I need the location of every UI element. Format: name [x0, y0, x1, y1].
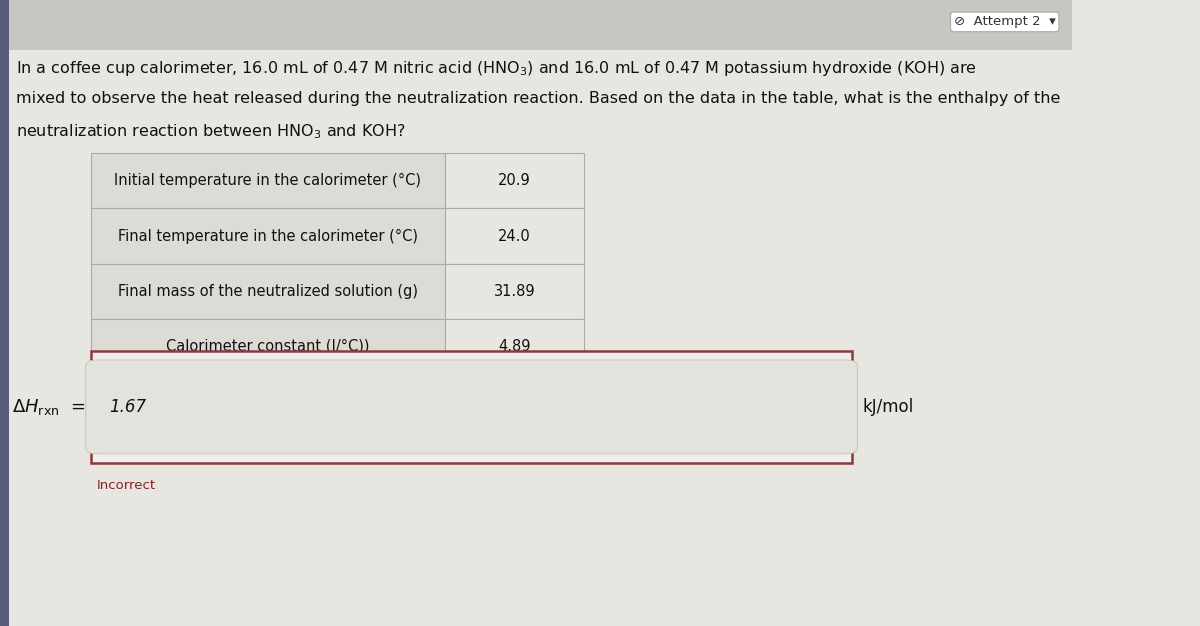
Bar [91, 208, 445, 264]
Text: 20.9: 20.9 [498, 173, 530, 188]
Bar [91, 319, 445, 374]
Bar [91, 153, 445, 208]
Text: $\Delta H_{\rm rxn}$  =: $\Delta H_{\rm rxn}$ = [12, 397, 85, 417]
Bar [445, 153, 584, 208]
FancyBboxPatch shape [91, 351, 852, 463]
Text: Final temperature in the calorimeter (°C): Final temperature in the calorimeter (°C… [118, 228, 418, 244]
Text: Incorrect: Incorrect [96, 479, 156, 492]
Text: Calorimeter constant (J/°C)): Calorimeter constant (J/°C)) [166, 339, 370, 354]
Text: In a coffee cup calorimeter, 16.0 mL of 0.47 M nitric acid (HNO$_3$) and 16.0 mL: In a coffee cup calorimeter, 16.0 mL of … [16, 59, 977, 78]
Bar [0, 0, 1072, 50]
Bar [445, 319, 584, 374]
Text: 24.0: 24.0 [498, 228, 530, 244]
Bar [445, 264, 584, 319]
Text: kJ/mol: kJ/mol [863, 398, 914, 416]
Bar [445, 208, 584, 264]
Text: 1.67: 1.67 [109, 398, 146, 416]
Text: Final mass of the neutralized solution (g): Final mass of the neutralized solution (… [118, 284, 418, 299]
Bar [0, 0, 8, 626]
Text: Initial temperature in the calorimeter (°C): Initial temperature in the calorimeter (… [114, 173, 421, 188]
Text: 31.89: 31.89 [493, 284, 535, 299]
Text: ⊘  Attempt 2  ▾: ⊘ Attempt 2 ▾ [954, 16, 1056, 28]
Text: 4.89: 4.89 [498, 339, 530, 354]
Bar [91, 264, 445, 319]
FancyBboxPatch shape [85, 360, 857, 454]
Text: mixed to observe the heat released during the neutralization reaction. Based on : mixed to observe the heat released durin… [16, 91, 1061, 106]
Text: neutralization reaction between HNO$_3$ and KOH?: neutralization reaction between HNO$_3$ … [16, 122, 406, 141]
